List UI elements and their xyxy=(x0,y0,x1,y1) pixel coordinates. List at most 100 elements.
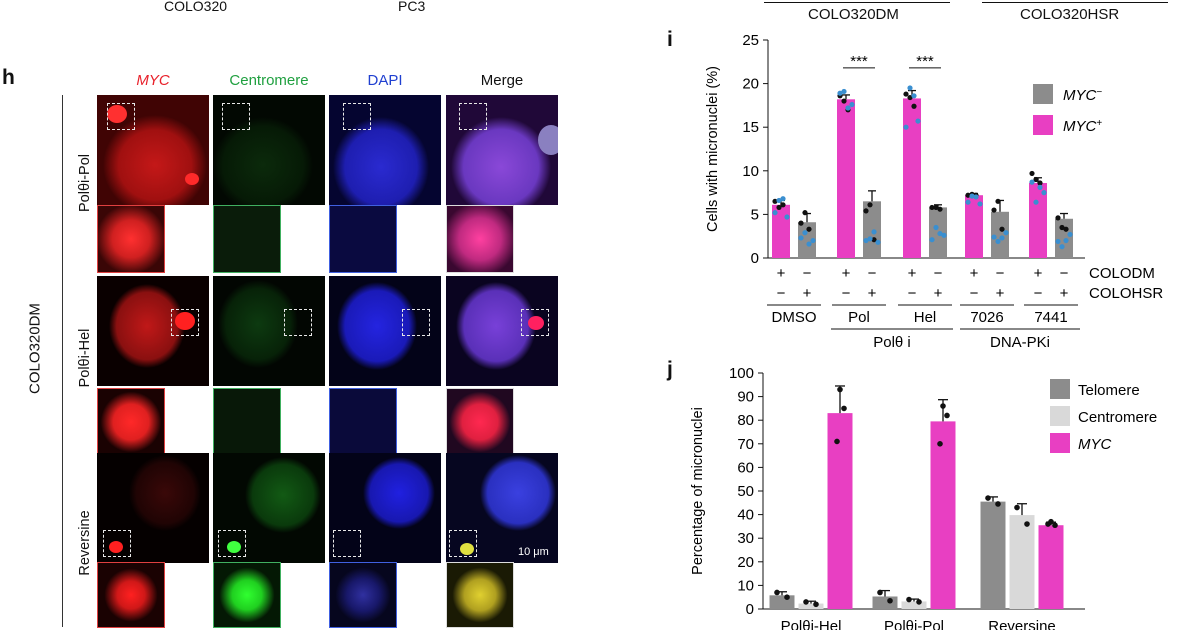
top-label-colo320: COLO320 xyxy=(164,0,228,14)
data-point-i xyxy=(999,235,1005,241)
group-bracket xyxy=(62,95,63,627)
data-point-i xyxy=(941,232,947,238)
y-tick-label-j: 0 xyxy=(746,601,754,618)
data-point-i xyxy=(1029,179,1035,185)
micrograph-pol-myc xyxy=(97,95,209,205)
bar-j xyxy=(901,601,927,609)
y-tick-label-i: 5 xyxy=(751,206,759,223)
scale-bar xyxy=(520,563,554,566)
data-point-i xyxy=(798,235,804,241)
condition-sign-i: − xyxy=(1034,285,1043,302)
data-point-i xyxy=(863,237,869,244)
data-point-i xyxy=(907,94,913,101)
significance-label-i: *** xyxy=(850,53,868,70)
inset-rev-myc xyxy=(97,562,165,628)
data-point-i xyxy=(806,226,812,232)
data-point-i xyxy=(929,204,935,211)
data-point-j xyxy=(1024,521,1030,527)
y-tick-label-j: 20 xyxy=(737,554,754,571)
category-label-i: DMSO xyxy=(772,309,817,326)
top-label-colo320dm: COLO320DM xyxy=(808,6,899,23)
data-point-i xyxy=(1029,170,1035,177)
top-underline-colo320dm xyxy=(764,2,950,3)
condition-sign-i: − xyxy=(842,285,851,302)
y-axis-label-j: Percentage of micronuclei xyxy=(690,407,706,575)
micrograph-hel-myc xyxy=(97,276,209,386)
row-label-poltheta-hel: Polθi-Hel xyxy=(77,328,93,388)
row-label-reversine: Reversine xyxy=(77,510,93,576)
condition-sign-i: + xyxy=(868,285,877,302)
data-point-i xyxy=(810,237,816,244)
bar-j xyxy=(980,501,1006,609)
top-underline-colo320hsr xyxy=(982,2,1168,3)
bar-i xyxy=(837,99,855,259)
y-tick-label-j: 80 xyxy=(737,412,754,429)
y-tick-label-i: 15 xyxy=(742,119,759,136)
legend-swatch-j xyxy=(1050,379,1070,399)
data-point-i xyxy=(1067,231,1073,238)
condition-sign-i: − xyxy=(1060,265,1069,282)
data-point-j xyxy=(937,441,943,447)
data-point-j xyxy=(916,599,922,605)
condition-sign-i: + xyxy=(803,285,812,302)
condition-sign-i: + xyxy=(934,285,943,302)
category-label-j: Reversine xyxy=(988,618,1056,630)
data-point-j xyxy=(1014,504,1020,511)
data-point-i xyxy=(991,207,997,213)
data-point-i xyxy=(933,204,939,211)
category-label-i: 7026 xyxy=(970,309,1003,326)
data-point-i xyxy=(929,237,935,243)
condition-sign-i: + xyxy=(908,265,917,282)
data-point-j xyxy=(995,501,1001,507)
legend-swatch-i xyxy=(1033,84,1053,104)
data-point-i xyxy=(1059,224,1065,231)
data-point-i xyxy=(871,237,877,243)
data-point-i xyxy=(845,105,851,111)
legend-label-j: Telomere xyxy=(1078,382,1140,399)
condition-sign-i: − xyxy=(934,265,943,282)
col-header-myc: MYC xyxy=(136,72,170,89)
data-point-j xyxy=(985,495,991,501)
data-point-i xyxy=(780,202,786,208)
bar-i xyxy=(798,222,816,258)
legend-swatch-i xyxy=(1033,115,1053,135)
inset-pol-dapi xyxy=(329,205,397,273)
data-point-i xyxy=(772,198,778,204)
data-point-i xyxy=(903,91,909,97)
legend-swatch-j xyxy=(1050,406,1070,426)
inset-rev-centromere xyxy=(213,562,281,628)
col-header-centromere: Centromere xyxy=(229,72,309,89)
condition-sign-i: − xyxy=(908,285,917,302)
inset-rev-dapi xyxy=(329,562,397,628)
data-point-j xyxy=(784,594,790,600)
y-tick-label-j: 70 xyxy=(737,436,754,453)
bar-j xyxy=(798,603,824,609)
data-point-i xyxy=(907,85,913,91)
data-point-i xyxy=(977,201,983,207)
data-point-j xyxy=(774,589,780,596)
condition-sign-i: − xyxy=(996,265,1005,282)
micrograph-hel-centromere xyxy=(213,276,325,386)
data-point-i xyxy=(802,210,808,216)
micrograph-pol-merge xyxy=(446,95,558,205)
micrograph-hel-merge xyxy=(446,276,558,386)
inset-rev-merge xyxy=(446,562,514,628)
data-point-i xyxy=(937,206,943,212)
data-point-i xyxy=(911,93,917,99)
inset-pol-merge xyxy=(446,205,514,273)
data-point-i xyxy=(969,193,975,199)
data-point-i xyxy=(837,90,843,96)
panel-i-letter: i xyxy=(667,28,673,51)
data-point-i xyxy=(1033,176,1039,183)
data-point-j xyxy=(1052,522,1058,529)
data-point-i xyxy=(915,118,921,124)
micrograph-rev-dapi xyxy=(329,453,441,563)
data-point-j xyxy=(803,599,809,605)
data-point-i xyxy=(1041,190,1047,196)
col-header-merge: Merge xyxy=(480,72,524,89)
legend-swatch-j xyxy=(1050,433,1070,453)
inset-pol-myc xyxy=(97,205,165,273)
data-point-i xyxy=(1063,226,1069,232)
y-tick-label-j: 90 xyxy=(737,389,754,406)
micrograph-hel-dapi xyxy=(329,276,441,386)
